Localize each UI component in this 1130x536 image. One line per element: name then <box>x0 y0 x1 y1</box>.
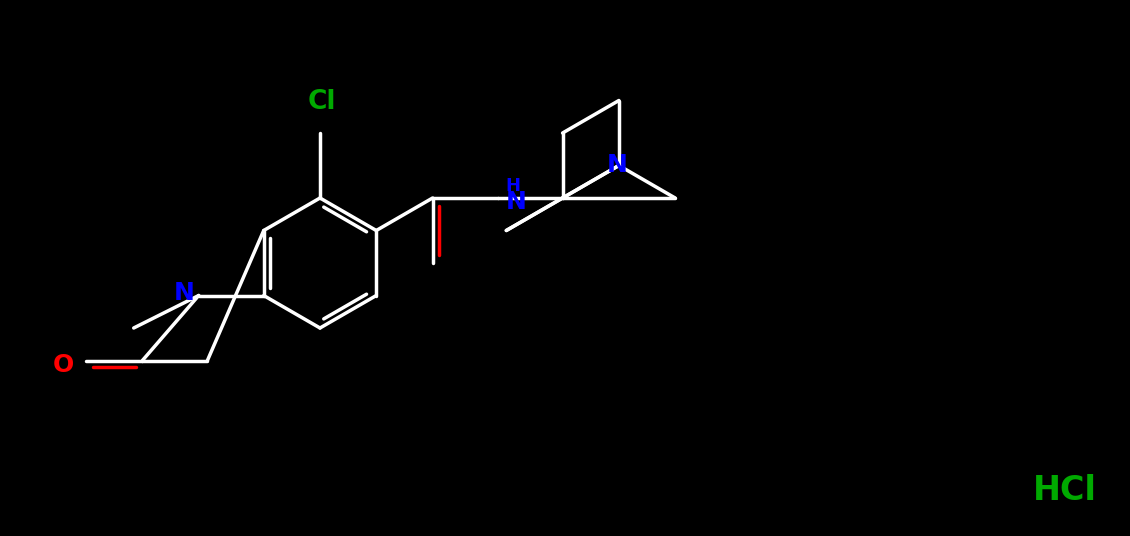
Text: H: H <box>505 177 521 195</box>
Text: N: N <box>607 153 627 177</box>
Text: O: O <box>53 353 75 376</box>
Text: N: N <box>174 281 194 306</box>
Text: N: N <box>505 190 527 214</box>
Text: HCl: HCl <box>1033 473 1097 507</box>
Text: Cl: Cl <box>307 89 337 115</box>
